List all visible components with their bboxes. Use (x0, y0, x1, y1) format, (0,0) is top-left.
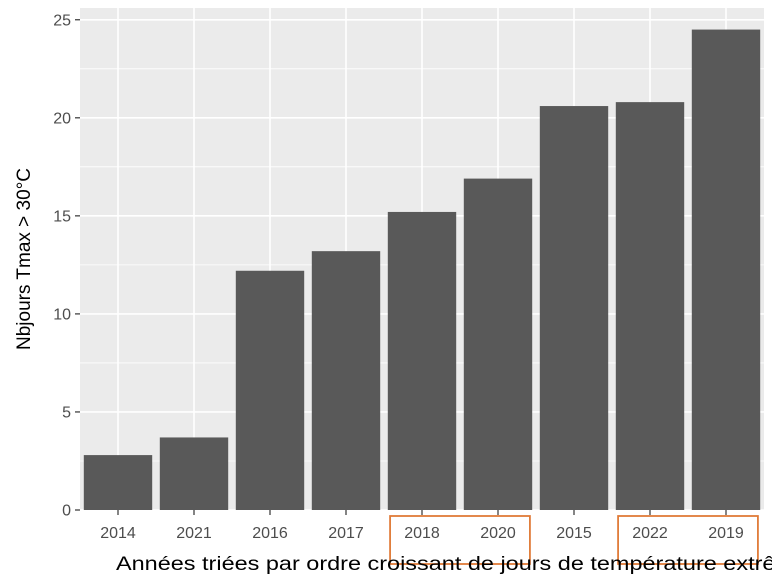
x-tick-label-2022: 2022 (632, 525, 668, 542)
bar-2018 (387, 211, 457, 510)
bar-2019 (691, 29, 761, 510)
x-tick-label-2018: 2018 (404, 525, 440, 542)
x-tick-label-2016: 2016 (252, 525, 288, 542)
x-tick-label-2021: 2021 (176, 525, 212, 542)
bar-2021 (159, 437, 229, 510)
highlight-box-2018-2020 (389, 515, 531, 565)
x-axis-title: Années triées par ordre croissant de jou… (116, 554, 772, 575)
bar-2016 (235, 270, 305, 510)
x-tick-label-2017: 2017 (328, 525, 364, 542)
x-axis: 2014 2021 2016 2017 2018 2020 2015 2022 2019 (100, 510, 744, 542)
y-tick-label: 20 (53, 110, 71, 127)
x-tick-label-2019: 2019 (708, 525, 744, 542)
bars (83, 29, 761, 510)
x-tick-label-2014: 2014 (100, 525, 136, 542)
y-axis-title: Nbjours Tmax > 30°C (14, 168, 35, 350)
x-tick-label-2020: 2020 (480, 525, 516, 542)
y-tick-label: 10 (53, 306, 71, 323)
x-tick-label-2015: 2015 (556, 525, 592, 542)
bar-2015 (539, 106, 609, 510)
y-tick-label: 25 (53, 12, 71, 29)
y-tick-label: 0 (62, 503, 71, 520)
highlight-boxes (389, 515, 759, 565)
highlight-box-2022-2019 (617, 515, 759, 565)
y-tick-label: 15 (53, 208, 71, 225)
bar-2022 (615, 102, 685, 510)
bar-2020 (463, 178, 533, 510)
bar-2017 (311, 251, 381, 510)
y-tick-label: 5 (62, 404, 71, 421)
bar-2014 (83, 455, 153, 510)
y-axis: 0 5 10 15 20 25 (53, 12, 80, 520)
